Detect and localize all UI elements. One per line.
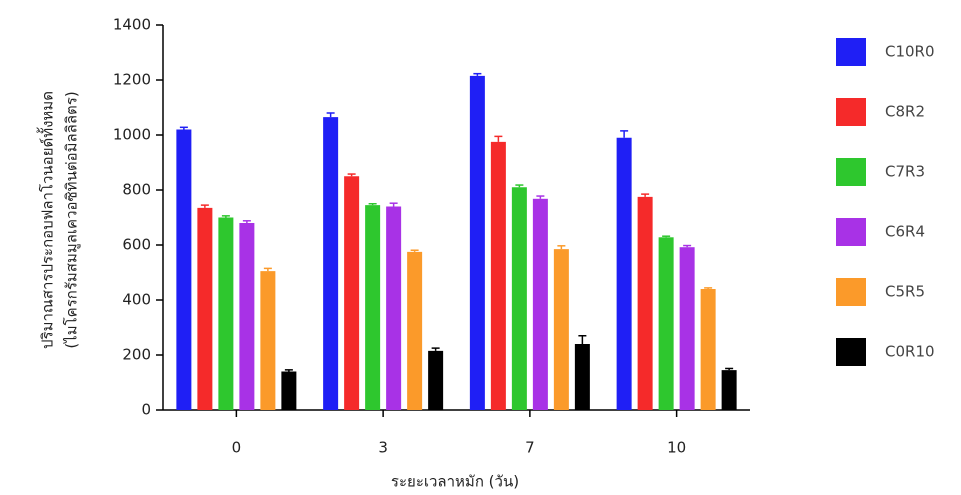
bar [511, 187, 527, 410]
y-tick-label: 1200 [113, 71, 151, 89]
y-tick-label: 200 [122, 346, 151, 364]
error-bar [662, 235, 671, 238]
legend-label: C6R4 [885, 223, 925, 241]
bar [553, 249, 569, 410]
legend-label: C0R10 [885, 343, 935, 361]
bar [532, 198, 548, 410]
x-tick-label: 3 [378, 439, 388, 457]
bar [344, 176, 360, 410]
y-tick-label: 400 [122, 291, 151, 309]
legend-swatch [836, 98, 866, 126]
legend-swatch [836, 218, 866, 246]
error-bar [473, 72, 482, 76]
error-bar [704, 287, 713, 289]
error-bar [620, 130, 629, 138]
bar [260, 271, 276, 410]
x-tick-label: 10 [667, 439, 686, 457]
error-bar [578, 335, 587, 344]
legend-label: C5R5 [885, 283, 925, 301]
legend-label: C10R0 [885, 43, 935, 61]
error-bar [557, 245, 566, 250]
error-bar [263, 267, 272, 272]
y-tick-label: 1000 [113, 126, 151, 144]
error-bar [641, 193, 650, 197]
bar [700, 289, 716, 410]
error-bar [494, 135, 503, 142]
y-tick-label: 0 [141, 401, 151, 419]
error-bar [368, 203, 377, 206]
bar [365, 205, 381, 410]
bar [176, 129, 192, 410]
error-bar [221, 215, 230, 218]
y-tick-label: 600 [122, 236, 151, 254]
error-bar [725, 367, 734, 371]
bar [281, 371, 297, 410]
error-bar [242, 220, 251, 223]
bar [407, 251, 423, 410]
error-bar [284, 369, 293, 372]
y-tick-label: 800 [122, 181, 151, 199]
error-bar [389, 202, 398, 207]
bar [197, 207, 213, 410]
legend-label: C8R2 [885, 103, 925, 121]
error-bar [536, 195, 545, 199]
error-bar [515, 184, 524, 188]
error-bar [431, 347, 440, 351]
error-bar [200, 204, 209, 208]
bar [428, 350, 444, 410]
bar [323, 117, 339, 410]
legend-swatch [836, 158, 866, 186]
error-bar [326, 112, 335, 118]
bar [574, 344, 590, 410]
legend-swatch [836, 278, 866, 306]
legend-label: C7R3 [885, 163, 925, 181]
bar [637, 196, 653, 410]
legend-swatch [836, 38, 866, 66]
error-bar [683, 244, 692, 248]
error-bar [179, 126, 188, 130]
x-tick-label: 0 [232, 439, 242, 457]
legend-swatch [836, 338, 866, 366]
error-bar [410, 249, 419, 252]
bar [239, 223, 255, 410]
bar [616, 137, 632, 410]
bar [679, 247, 695, 410]
y-tick-label: 1400 [113, 16, 151, 34]
error-bar [347, 173, 356, 177]
bar [658, 237, 674, 410]
x-tick-label: 7 [525, 439, 535, 457]
x-axis-label: ระยะเวลาหมัก (วัน) [391, 473, 519, 491]
bar [218, 217, 234, 410]
y-axis-label: ปริมาณสารประกอบฟลาโวนอยด์ทั้งหมด [37, 91, 57, 349]
bar [386, 206, 402, 410]
bar [469, 75, 485, 410]
y-axis-label: (ไมโครกรัมสมมูลเควอซิทินต่อมิลลิลิตร) [63, 91, 81, 348]
bar [490, 141, 506, 410]
bar [721, 370, 737, 410]
